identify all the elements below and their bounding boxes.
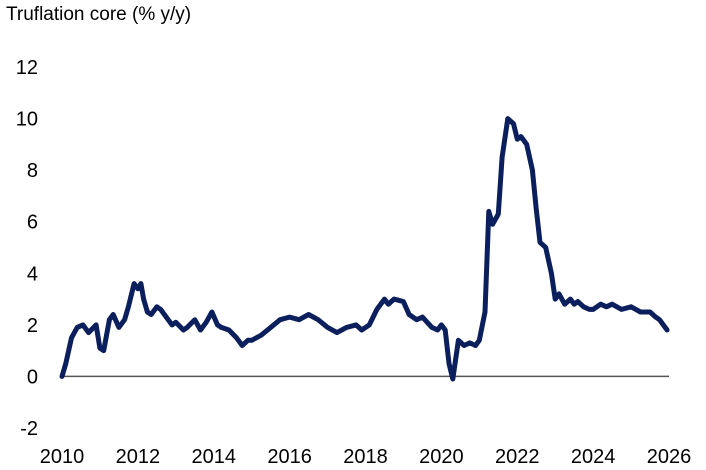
y-tick-label: 2: [27, 315, 38, 337]
y-tick-label: 0: [27, 366, 38, 388]
y-tick-label: 4: [27, 263, 38, 285]
y-tick-label: -2: [20, 418, 38, 440]
y-tick-label: 12: [16, 57, 38, 79]
y-axis-tick-labels: 12 10 8 6 4 2 0 -2: [16, 57, 38, 440]
x-tick-label: 2018: [343, 446, 388, 468]
x-tick-label: 2024: [571, 446, 616, 468]
x-tick-label: 2016: [267, 446, 312, 468]
x-tick-label: 2012: [116, 446, 161, 468]
x-tick-label: 2020: [419, 446, 464, 468]
chart-title: Truflation core (% y/y): [6, 4, 192, 25]
x-tick-label: 2022: [495, 446, 540, 468]
x-tick-label: 2010: [40, 446, 85, 468]
x-tick-label: 2026: [647, 446, 692, 468]
y-tick-label: 8: [27, 160, 38, 182]
y-tick-label: 10: [16, 109, 38, 131]
x-tick-label: 2014: [192, 446, 237, 468]
series-line: [59, 116, 670, 382]
x-axis-tick-labels: 2010 2012 2014 2016 2018 2020 2022 2024 2026: [40, 446, 692, 468]
y-tick-label: 6: [27, 212, 38, 234]
